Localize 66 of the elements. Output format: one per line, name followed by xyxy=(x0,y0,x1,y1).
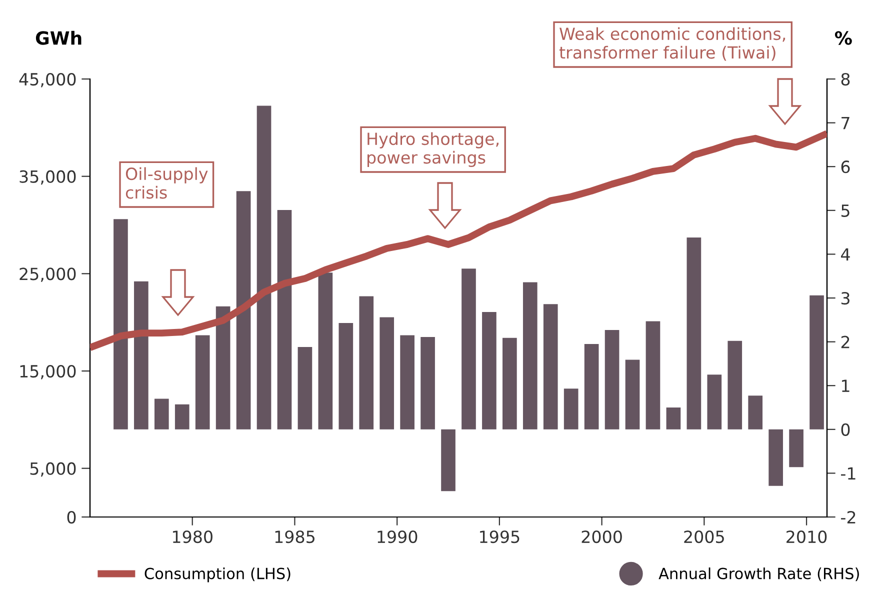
bar xyxy=(277,210,292,430)
legend-label: Consumption (LHS) xyxy=(144,567,290,582)
x-tick-label: 2005 xyxy=(684,530,724,544)
bar xyxy=(174,404,190,430)
bar xyxy=(318,272,333,430)
bar xyxy=(502,338,517,430)
bar xyxy=(380,317,394,430)
y2-tick-label: 6 xyxy=(841,160,850,174)
x-tick-label: 1995 xyxy=(480,530,520,544)
y2-tick-label: 0 xyxy=(841,423,850,436)
annotation: Oil-supply crisis xyxy=(126,167,208,199)
bar xyxy=(768,429,783,486)
y-tick-label: 5,000 xyxy=(30,462,76,477)
x-tick-label: 1980 xyxy=(172,530,212,544)
bar xyxy=(298,347,312,430)
bar xyxy=(543,304,558,430)
bar xyxy=(114,219,128,430)
x-tick-label: 1985 xyxy=(275,530,314,544)
bar xyxy=(134,281,148,430)
y-tick-label: 25,000 xyxy=(20,268,76,282)
bar xyxy=(625,360,640,430)
y2-tick-label: -1 xyxy=(841,467,856,480)
x-tick-label: 2010 xyxy=(786,530,827,544)
bar xyxy=(666,408,681,430)
y2-tick-label: -2 xyxy=(841,510,856,524)
bar xyxy=(236,191,251,430)
y2-axis-title: % xyxy=(834,31,852,45)
y2-tick-label: 7 xyxy=(842,116,850,130)
bar xyxy=(462,268,476,430)
bar xyxy=(728,340,742,430)
y-tick-label: 15,000 xyxy=(20,364,76,380)
x-tick-label: 1990 xyxy=(378,530,418,544)
bar xyxy=(522,282,538,430)
bar xyxy=(400,335,414,430)
x-tick-label: 2000 xyxy=(582,530,622,544)
y-axis-title: GWh xyxy=(36,30,82,45)
bar xyxy=(564,388,578,430)
bar xyxy=(707,374,722,430)
y2-tick-label: 1 xyxy=(842,380,850,392)
bar xyxy=(584,344,599,430)
y-tick-label: 0 xyxy=(67,510,76,524)
bar xyxy=(810,295,824,430)
y2-tick-label: 4 xyxy=(841,248,850,261)
y2-tick-label: 2 xyxy=(841,336,850,348)
annotation: Hydro shortage, power savings xyxy=(368,132,498,167)
bar xyxy=(604,330,620,430)
bar xyxy=(154,398,169,430)
bar xyxy=(748,396,763,430)
bar xyxy=(686,238,702,430)
y2-tick-label: 3 xyxy=(841,292,850,305)
legend-label: Annual Growth Rate (RHS) xyxy=(658,567,859,582)
bar xyxy=(338,322,354,430)
bar xyxy=(482,312,496,430)
text: Weak economic conditions, transformer failure (Tiwai) xyxy=(559,27,786,61)
y2-tick-label: 5 xyxy=(841,204,850,217)
bar xyxy=(789,429,804,468)
bar xyxy=(216,306,230,430)
bar xyxy=(195,335,210,430)
bar xyxy=(441,429,456,492)
bar xyxy=(420,336,435,430)
y-tick-label: 45,000 xyxy=(19,72,76,88)
bar xyxy=(256,106,272,430)
bar xyxy=(359,296,374,430)
bar xyxy=(646,321,660,430)
y-tick-label: 35,000 xyxy=(20,170,76,185)
y2-tick-label: 8 xyxy=(841,72,850,86)
